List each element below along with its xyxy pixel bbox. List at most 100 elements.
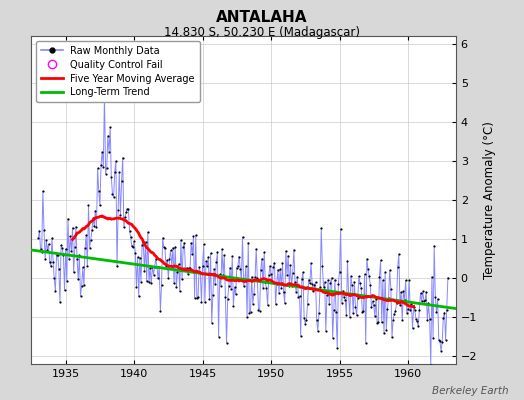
Point	[383, 306, 391, 312]
Point	[126, 234, 135, 240]
Point	[200, 241, 208, 248]
Point	[163, 257, 171, 264]
Point	[36, 246, 45, 252]
Point	[245, 310, 254, 316]
Point	[135, 293, 143, 299]
Point	[388, 334, 396, 340]
Point	[136, 254, 144, 261]
Point	[404, 306, 412, 312]
Point	[150, 264, 159, 270]
Point	[242, 263, 250, 270]
Point	[188, 251, 196, 258]
Point	[427, 362, 435, 368]
Point	[280, 300, 289, 306]
Point	[177, 237, 185, 244]
Point	[269, 264, 278, 270]
Point	[121, 214, 129, 220]
Point	[234, 262, 242, 269]
Point	[358, 308, 366, 315]
Point	[267, 271, 275, 278]
Point	[343, 258, 352, 264]
Point	[392, 300, 401, 306]
Point	[225, 283, 233, 289]
Point	[218, 246, 226, 252]
Point	[116, 212, 125, 218]
Point	[297, 333, 305, 339]
Point	[405, 277, 413, 284]
Point	[409, 304, 418, 310]
Point	[257, 266, 265, 273]
Point	[328, 274, 336, 281]
Point	[415, 307, 423, 313]
Point	[209, 292, 217, 298]
Point	[65, 256, 73, 262]
Point	[290, 247, 298, 253]
Point	[372, 296, 380, 302]
Point	[322, 328, 330, 334]
Point	[387, 285, 395, 292]
Point	[219, 271, 227, 278]
Point	[382, 327, 390, 333]
Point	[189, 233, 198, 239]
Point	[137, 278, 145, 285]
Point	[349, 310, 357, 316]
Point	[102, 170, 110, 177]
Point	[292, 288, 300, 295]
Point	[367, 304, 376, 310]
Point	[351, 304, 359, 310]
Point	[254, 306, 263, 313]
Point	[92, 224, 101, 230]
Point	[439, 314, 447, 321]
Point	[227, 286, 235, 292]
Point	[104, 132, 112, 139]
Point	[180, 240, 189, 246]
Point	[418, 298, 426, 304]
Point	[276, 266, 285, 272]
Point	[308, 280, 316, 287]
Point	[261, 279, 269, 285]
Point	[357, 285, 365, 291]
Point	[368, 298, 377, 304]
Point	[336, 226, 345, 232]
Point	[381, 269, 389, 275]
Point	[434, 336, 443, 343]
Point	[419, 288, 427, 294]
Point	[334, 280, 343, 287]
Point	[250, 291, 258, 297]
Point	[353, 312, 361, 318]
Point	[226, 264, 234, 271]
Point	[366, 282, 375, 288]
Point	[390, 310, 398, 317]
Point	[123, 206, 132, 212]
Point	[251, 274, 259, 280]
Point	[394, 264, 402, 270]
Point	[235, 253, 243, 260]
Legend: Raw Monthly Data, Quality Control Fail, Five Year Moving Average, Long-Term Tren: Raw Monthly Data, Quality Control Fail, …	[36, 41, 200, 102]
Point	[312, 317, 321, 323]
Point	[58, 245, 67, 251]
Point	[165, 256, 173, 262]
Point	[149, 271, 158, 278]
Point	[277, 284, 286, 291]
Point	[145, 279, 153, 285]
Point	[264, 302, 272, 308]
Point	[287, 282, 296, 289]
Point	[181, 266, 190, 273]
Point	[339, 288, 347, 294]
Point	[202, 258, 210, 264]
Point	[303, 301, 312, 307]
Point	[50, 275, 59, 282]
Point	[160, 244, 168, 250]
Point	[266, 263, 274, 269]
Point	[212, 258, 221, 265]
Point	[42, 237, 50, 244]
Point	[315, 310, 323, 316]
Point	[91, 208, 100, 214]
Point	[199, 262, 207, 269]
Point	[397, 289, 405, 296]
Point	[325, 301, 333, 308]
Point	[168, 263, 176, 270]
Text: Berkeley Earth: Berkeley Earth	[432, 386, 508, 396]
Point	[111, 169, 119, 175]
Point	[79, 264, 87, 271]
